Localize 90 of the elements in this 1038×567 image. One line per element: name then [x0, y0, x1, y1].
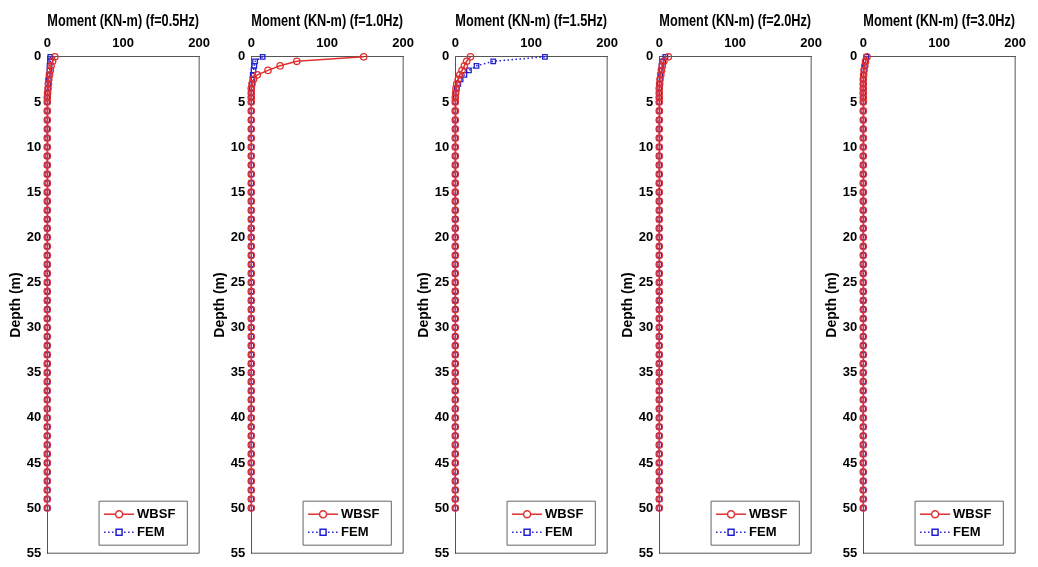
y-tick-label: 25 — [434, 274, 450, 290]
y-axis-title: Depth (m) — [7, 272, 24, 338]
y-tick-label: 25 — [230, 274, 246, 290]
x-tick-label: 200 — [800, 34, 823, 50]
y-tick-label: 15 — [638, 183, 654, 199]
y-tick-label: 20 — [434, 228, 450, 244]
y-tick-label: 35 — [842, 364, 858, 380]
y-tick-label: 30 — [842, 319, 858, 335]
y-tick-label: 50 — [26, 499, 42, 515]
y-tick-label: 10 — [26, 138, 42, 154]
legend-label: WBSF — [953, 505, 992, 521]
y-tick-label: 50 — [638, 499, 654, 515]
x-axis-title: Moment (KN-m) (f=3.0Hz) — [863, 11, 1016, 30]
y-tick-label: 40 — [638, 409, 654, 425]
y-tick-label: 45 — [26, 454, 42, 470]
y-axis-title: Depth (m) — [619, 272, 636, 338]
legend-label: FEM — [749, 523, 777, 539]
y-tick-label: 30 — [230, 319, 246, 335]
y-tick-label: 15 — [434, 183, 450, 199]
y-tick-label: 15 — [230, 183, 246, 199]
y-tick-label: 55 — [842, 544, 858, 560]
y-tick-label: 40 — [26, 409, 42, 425]
y-tick-label: 10 — [434, 138, 450, 154]
legend-label: FEM — [137, 523, 165, 539]
y-tick-label: 5 — [442, 93, 450, 109]
x-axis-title: Moment (KN-m) (f=1.0Hz) — [251, 11, 404, 30]
x-tick-label: 100 — [316, 34, 339, 50]
y-tick-label: 55 — [26, 544, 42, 560]
y-tick-label: 35 — [638, 364, 654, 380]
x-tick-label: 100 — [520, 34, 543, 50]
y-tick-label: 45 — [842, 454, 858, 470]
legend-label: WBSF — [137, 505, 176, 521]
legend-label: FEM — [341, 523, 369, 539]
x-tick-label: 200 — [188, 34, 211, 50]
y-tick-label: 35 — [434, 364, 450, 380]
y-tick-label: 50 — [434, 499, 450, 515]
y-tick-label: 20 — [26, 228, 42, 244]
x-tick-label: 100 — [928, 34, 951, 50]
y-tick-label: 25 — [638, 274, 654, 290]
y-tick-label: 35 — [230, 364, 246, 380]
y-tick-label: 30 — [434, 319, 450, 335]
y-tick-label: 5 — [850, 93, 858, 109]
y-axis-title: Depth (m) — [211, 272, 228, 338]
x-axis-title: Moment (KN-m) (f=1.5Hz) — [455, 11, 608, 30]
x-axis-title: Moment (KN-m) (f=0.5Hz) — [47, 11, 200, 30]
x-tick-label: 200 — [596, 34, 619, 50]
y-tick-label: 55 — [230, 544, 246, 560]
y-tick-label: 15 — [842, 183, 858, 199]
legend-label: WBSF — [749, 505, 788, 521]
y-tick-label: 30 — [638, 319, 654, 335]
y-tick-label: 5 — [238, 93, 246, 109]
y-tick-label: 10 — [230, 138, 246, 154]
y-tick-label: 20 — [230, 228, 246, 244]
x-tick-label: 100 — [724, 34, 747, 50]
legend-label: WBSF — [545, 505, 584, 521]
legend-label: WBSF — [341, 505, 380, 521]
y-tick-label: 50 — [842, 499, 858, 515]
y-tick-label: 20 — [842, 228, 858, 244]
y-tick-label: 5 — [646, 93, 654, 109]
x-tick-label: 100 — [112, 34, 135, 50]
y-axis-title: Depth (m) — [415, 272, 432, 338]
y-tick-label: 45 — [230, 454, 246, 470]
y-tick-label: 10 — [842, 138, 858, 154]
y-tick-label: 55 — [434, 544, 450, 560]
y-tick-label: 40 — [230, 409, 246, 425]
x-tick-label: 200 — [392, 34, 415, 50]
y-tick-label: 45 — [434, 454, 450, 470]
y-tick-label: 20 — [638, 228, 654, 244]
y-tick-label: 0 — [238, 48, 246, 64]
y-tick-label: 40 — [842, 409, 858, 425]
y-tick-label: 15 — [26, 183, 42, 199]
y-tick-label: 5 — [34, 93, 42, 109]
y-tick-label: 0 — [850, 48, 858, 64]
y-tick-label: 0 — [442, 48, 450, 64]
y-tick-label: 50 — [230, 499, 246, 515]
x-axis-title: Moment (KN-m) (f=2.0Hz) — [659, 11, 812, 30]
legend-label: FEM — [545, 523, 573, 539]
legend-label: FEM — [953, 523, 981, 539]
y-tick-label: 0 — [34, 48, 42, 64]
y-tick-label: 55 — [638, 544, 654, 560]
y-tick-label: 10 — [638, 138, 654, 154]
x-tick-label: 200 — [1004, 34, 1027, 50]
y-tick-label: 35 — [26, 364, 42, 380]
y-tick-label: 25 — [26, 274, 42, 290]
y-tick-label: 0 — [646, 48, 654, 64]
y-tick-label: 30 — [26, 319, 42, 335]
y-tick-label: 40 — [434, 409, 450, 425]
y-tick-label: 45 — [638, 454, 654, 470]
y-axis-title: Depth (m) — [823, 272, 840, 338]
y-tick-label: 25 — [842, 274, 858, 290]
